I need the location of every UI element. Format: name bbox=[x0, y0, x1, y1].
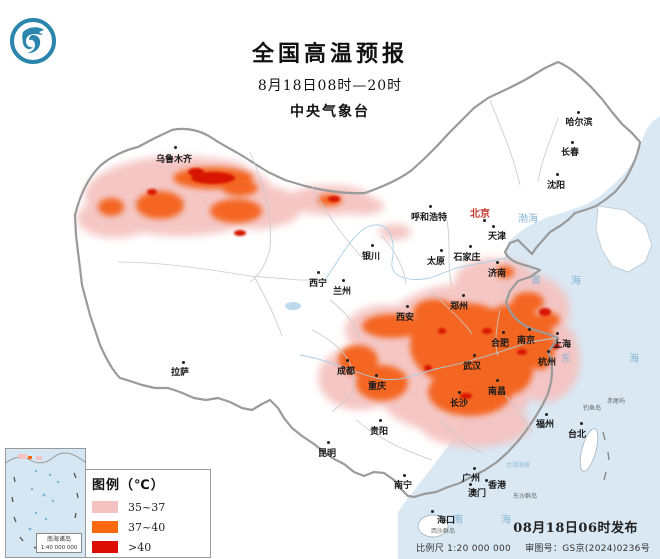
map-scale: 比例尺 1:20 000 000 bbox=[416, 544, 512, 554]
heat-blob bbox=[328, 196, 340, 202]
cma-logo-icon bbox=[10, 18, 56, 64]
rivers bbox=[299, 224, 557, 381]
heat-blob bbox=[340, 197, 384, 215]
china-outline bbox=[73, 60, 642, 499]
agency-name: 中央气象台 bbox=[290, 104, 370, 120]
title-block: 全国高温预报 8月18日08时—20时 中央气象台 bbox=[0, 36, 660, 121]
legend-item: 35~37 bbox=[92, 497, 202, 517]
legend: 图例（℃） 35~37 37~40 >40 bbox=[81, 469, 211, 558]
heat-blob bbox=[210, 199, 262, 223]
legend-swatch bbox=[92, 541, 118, 553]
publish-time: 08月18日06时发布 bbox=[513, 521, 638, 536]
south-china-sea-inset: 南海诸岛 1:40 000 000 bbox=[5, 448, 86, 558]
legend-label: 35~37 bbox=[128, 500, 166, 514]
footer-info: 比例尺 1:20 000 000 审图号：GS京(2024)0236号 bbox=[402, 541, 650, 554]
heat-blob bbox=[98, 198, 124, 216]
heat-blob bbox=[191, 172, 235, 184]
heat-blob bbox=[517, 349, 527, 355]
heat-blob bbox=[379, 224, 411, 240]
heat-blob bbox=[496, 266, 514, 278]
legend-label: >40 bbox=[128, 540, 152, 554]
heat-blob bbox=[539, 308, 551, 316]
heat-blob bbox=[362, 314, 422, 338]
heat-blob bbox=[234, 230, 246, 236]
heat-blob bbox=[413, 299, 457, 325]
heat-blob bbox=[525, 320, 555, 370]
page-title: 全国高温预报 bbox=[251, 41, 408, 67]
province-borders bbox=[117, 99, 559, 461]
heat-blob bbox=[420, 403, 530, 447]
forecast-period: 8月18日08时—20时 bbox=[257, 78, 403, 94]
heat-blob bbox=[460, 393, 472, 399]
heat-blob bbox=[188, 168, 204, 176]
taiwan-island bbox=[579, 428, 599, 472]
heat-overlay-40plus bbox=[147, 168, 560, 399]
korea-landmass bbox=[595, 205, 653, 273]
heat-blob bbox=[338, 345, 378, 375]
legend-swatch bbox=[92, 521, 118, 533]
heat-blob bbox=[477, 344, 533, 396]
heat-blob bbox=[536, 312, 560, 328]
heat-overlay-37-40 bbox=[98, 167, 560, 416]
heat-blob bbox=[147, 189, 157, 195]
qinghai-lake bbox=[285, 302, 301, 310]
inset-label-box: 南海诸岛 1:40 000 000 bbox=[36, 533, 82, 553]
heat-blob bbox=[136, 191, 184, 219]
legend-swatch bbox=[92, 501, 118, 513]
heat-blob bbox=[222, 180, 258, 196]
boundary-dashes bbox=[602, 431, 610, 481]
hainan-island bbox=[417, 514, 449, 538]
legend-item: 37~40 bbox=[92, 517, 202, 537]
inset-name: 南海诸岛 bbox=[46, 536, 71, 543]
heat-blob bbox=[424, 365, 432, 371]
heat-blob bbox=[438, 328, 446, 334]
inset-scale: 1:40 000 000 bbox=[40, 545, 78, 551]
legend-label: 37~40 bbox=[128, 520, 166, 534]
legend-item: >40 bbox=[92, 537, 202, 557]
heat-blob bbox=[356, 365, 408, 401]
heat-blob bbox=[482, 328, 492, 334]
legend-title: 图例（℃） bbox=[92, 478, 165, 493]
heat-blob bbox=[455, 258, 535, 302]
approval-number: 审图号：GS京(2024)0236号 bbox=[525, 544, 650, 554]
heat-blob bbox=[77, 198, 153, 238]
heat-blob bbox=[512, 292, 544, 312]
